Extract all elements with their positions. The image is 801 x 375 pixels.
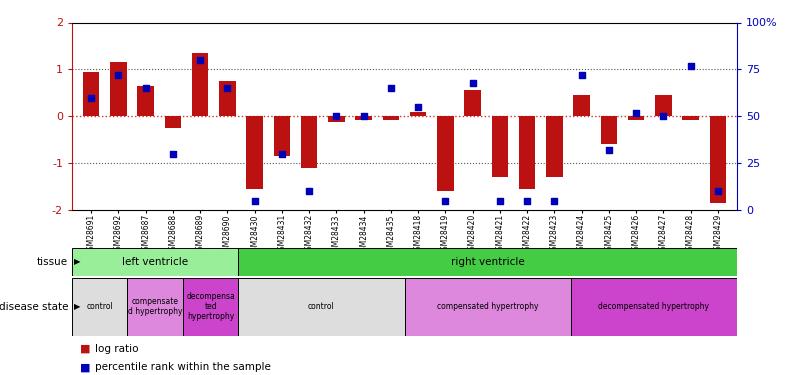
Bar bbox=[239, 278, 405, 336]
Text: ▶: ▶ bbox=[74, 302, 80, 311]
Point bbox=[357, 113, 370, 119]
Point bbox=[548, 198, 561, 204]
Bar bbox=[328, 116, 344, 122]
Point bbox=[330, 113, 343, 119]
Text: control: control bbox=[308, 302, 335, 311]
Bar bbox=[546, 116, 562, 177]
Bar bbox=[274, 116, 290, 156]
Point bbox=[657, 113, 670, 119]
Bar bbox=[437, 116, 453, 191]
Bar bbox=[570, 278, 737, 336]
Bar bbox=[682, 116, 698, 120]
Bar bbox=[492, 116, 508, 177]
Bar bbox=[383, 116, 399, 120]
Point bbox=[221, 85, 234, 91]
Bar bbox=[219, 81, 235, 116]
Point bbox=[194, 57, 207, 63]
Bar bbox=[405, 278, 570, 336]
Text: ■: ■ bbox=[80, 344, 91, 354]
Point bbox=[630, 110, 642, 116]
Bar bbox=[72, 248, 239, 276]
Point bbox=[384, 85, 397, 91]
Bar bbox=[247, 116, 263, 189]
Point bbox=[412, 104, 425, 110]
Bar bbox=[127, 278, 183, 336]
Bar bbox=[655, 95, 671, 116]
Point bbox=[139, 85, 152, 91]
Bar bbox=[72, 278, 127, 336]
Text: log ratio: log ratio bbox=[95, 344, 138, 354]
Point bbox=[602, 147, 615, 153]
Bar bbox=[710, 116, 726, 203]
Point bbox=[684, 63, 697, 69]
Point bbox=[575, 72, 588, 78]
Bar bbox=[601, 116, 617, 144]
Text: compensate
d hypertrophy: compensate d hypertrophy bbox=[128, 297, 183, 316]
Bar bbox=[574, 95, 590, 116]
Point bbox=[493, 198, 506, 204]
Text: right ventricle: right ventricle bbox=[451, 256, 525, 267]
Bar bbox=[183, 278, 238, 336]
Text: decompensa
ted
hypertrophy: decompensa ted hypertrophy bbox=[186, 292, 235, 321]
Text: control: control bbox=[87, 302, 113, 311]
Point bbox=[711, 188, 724, 194]
Point bbox=[439, 198, 452, 204]
Text: compensated hypertrophy: compensated hypertrophy bbox=[437, 302, 538, 311]
Bar bbox=[301, 116, 317, 168]
Bar bbox=[111, 62, 127, 116]
Text: decompensated hypertrophy: decompensated hypertrophy bbox=[598, 302, 710, 311]
Bar bbox=[138, 86, 154, 116]
Text: ▶: ▶ bbox=[74, 257, 80, 266]
Bar bbox=[519, 116, 535, 189]
Bar bbox=[356, 116, 372, 120]
Point bbox=[276, 151, 288, 157]
Text: tissue: tissue bbox=[37, 256, 68, 267]
Text: left ventricle: left ventricle bbox=[122, 256, 188, 267]
Point bbox=[248, 198, 261, 204]
Bar bbox=[83, 72, 99, 116]
Bar bbox=[628, 116, 644, 120]
Point bbox=[85, 94, 98, 100]
Text: ■: ■ bbox=[80, 363, 91, 372]
Point bbox=[521, 198, 533, 204]
Bar bbox=[465, 90, 481, 116]
Point bbox=[167, 151, 179, 157]
Text: percentile rank within the sample: percentile rank within the sample bbox=[95, 363, 271, 372]
Bar bbox=[165, 116, 181, 128]
Text: disease state: disease state bbox=[0, 302, 68, 312]
Point bbox=[466, 80, 479, 86]
Bar bbox=[410, 112, 426, 116]
Point bbox=[303, 188, 316, 194]
Bar bbox=[192, 53, 208, 116]
Bar bbox=[239, 248, 737, 276]
Point bbox=[112, 72, 125, 78]
